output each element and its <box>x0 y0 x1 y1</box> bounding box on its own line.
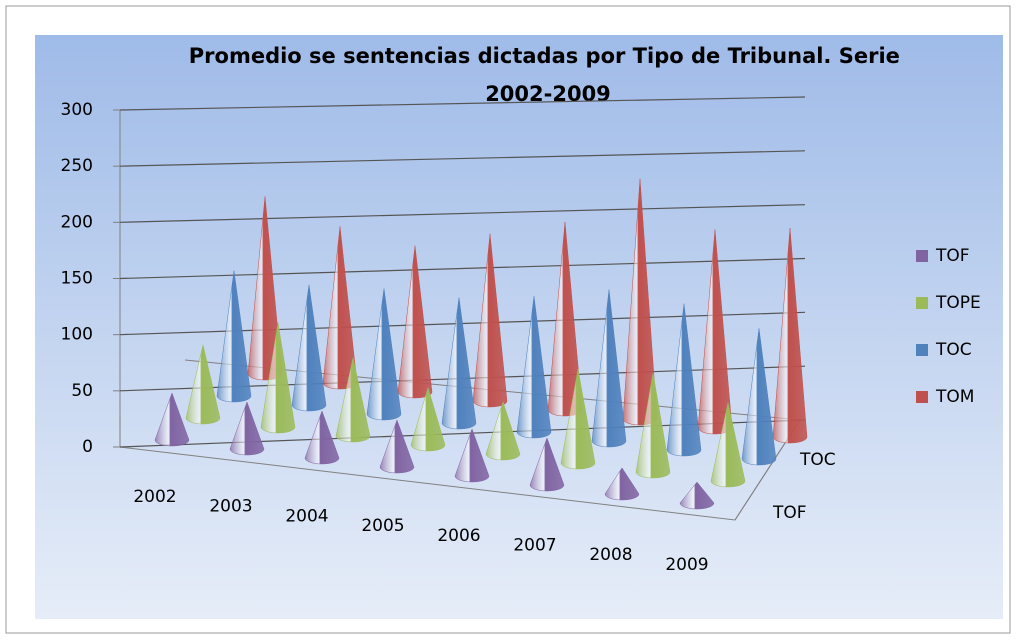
legend-label: TOC <box>935 340 972 360</box>
cone <box>710 402 746 488</box>
cone <box>741 328 777 466</box>
cone <box>604 467 640 501</box>
chart-area <box>35 35 1003 619</box>
cone <box>635 372 671 479</box>
chart-title: Promedio se sentencias dictadas por Tipo… <box>189 44 907 106</box>
y-tick-label: 300 <box>61 100 93 120</box>
y-tick-label: 0 <box>82 437 93 457</box>
depth-label: TOF <box>772 503 807 523</box>
y-tick-label: 100 <box>61 325 93 345</box>
y-tick-label: 250 <box>61 156 93 176</box>
cone <box>441 297 477 430</box>
x-tick-label: 2008 <box>589 545 632 565</box>
legend-label: TOF <box>935 246 970 266</box>
cone <box>485 400 521 461</box>
x-tick-label: 2004 <box>285 506 328 526</box>
cones <box>154 178 808 510</box>
cone <box>560 368 596 470</box>
x-tick-label: 2007 <box>513 536 556 556</box>
title-line: Promedio se sentencias dictadas por Tipo… <box>189 44 900 68</box>
legend-label: TOPE <box>935 293 981 313</box>
legend-label: TOM <box>935 387 974 407</box>
cone <box>304 410 340 465</box>
legend-swatch <box>916 391 928 403</box>
depth-label: TOC <box>799 450 836 470</box>
cone <box>185 344 221 425</box>
legend-swatch <box>916 250 928 262</box>
cone <box>154 392 190 447</box>
cone <box>591 289 627 448</box>
y-tick-label: 50 <box>71 381 93 401</box>
x-tick-label: 2002 <box>133 487 176 507</box>
cone <box>335 357 371 443</box>
labels: 0 50 100 150 200 250 300 2002 2003 2004 2005 2006 20… <box>61 100 981 575</box>
cone <box>229 401 265 456</box>
cone <box>679 481 715 510</box>
cone <box>291 284 327 412</box>
cone <box>472 233 508 408</box>
cone <box>410 386 446 452</box>
cone <box>260 322 296 434</box>
cone <box>666 303 702 457</box>
y-tick-label: 150 <box>61 269 93 289</box>
cone <box>216 270 252 403</box>
cone <box>366 288 402 421</box>
cone <box>516 296 552 439</box>
grid-line <box>119 204 806 223</box>
grid-line <box>119 96 806 111</box>
cone <box>454 428 490 483</box>
cone <box>397 245 433 399</box>
legend-swatch <box>916 344 928 356</box>
x-tick-label: 2003 <box>209 497 252 517</box>
x-tick-label: 2006 <box>437 526 480 546</box>
cone <box>772 228 808 444</box>
x-tick-label: 2005 <box>361 516 404 536</box>
y-tick-label: 200 <box>61 212 93 232</box>
cone <box>379 419 415 474</box>
grid-line <box>119 150 806 167</box>
x-tick-label: 2009 <box>665 555 708 575</box>
legend-swatch <box>916 297 928 309</box>
cone <box>529 437 565 492</box>
